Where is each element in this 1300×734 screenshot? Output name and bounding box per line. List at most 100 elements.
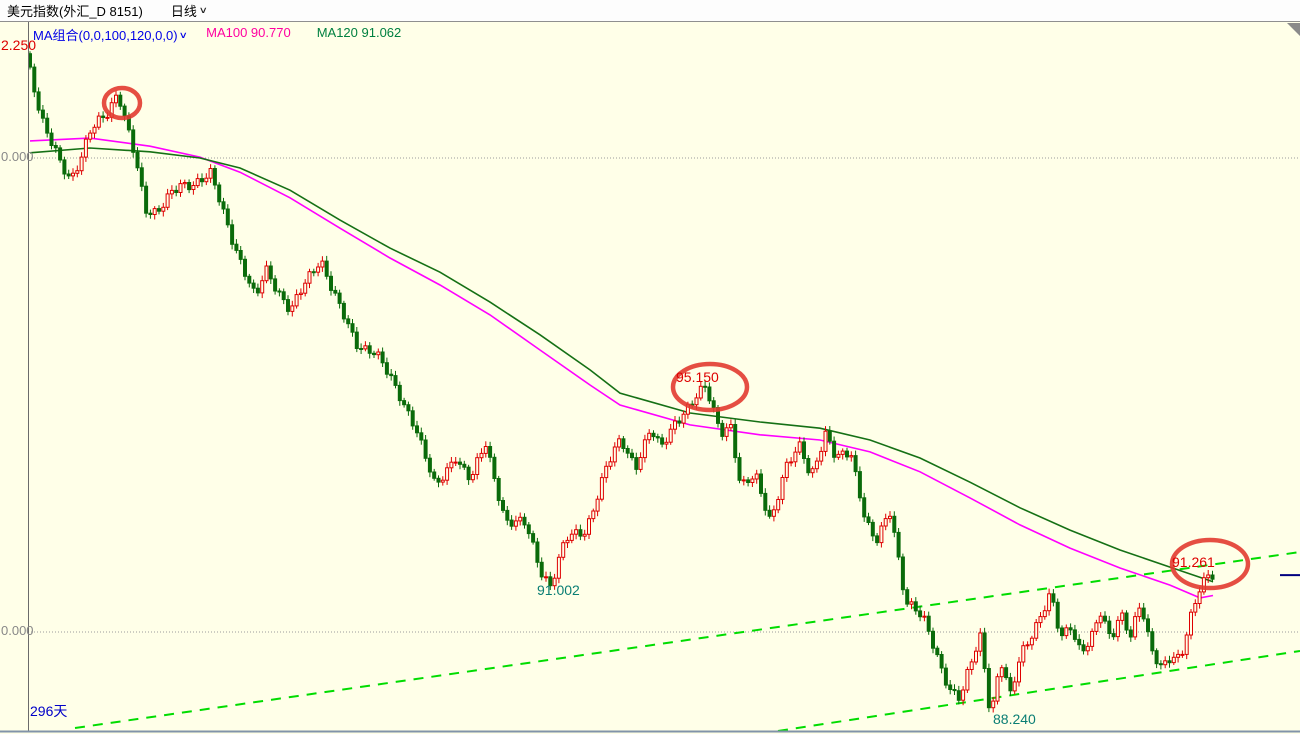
candle-body: [909, 601, 914, 605]
candle-body: [273, 278, 278, 292]
highlight-ellipse[interactable]: [101, 85, 143, 121]
candle-body: [943, 667, 948, 686]
candle-body: [200, 178, 204, 183]
highlight-ellipse[interactable]: [1169, 537, 1251, 591]
candle-body: [311, 271, 316, 274]
candle-body: [896, 531, 901, 558]
candle-body: [182, 182, 187, 185]
candle-body: [470, 474, 475, 481]
candle-body: [660, 437, 665, 445]
candle-body: [397, 384, 402, 402]
candle-body: [45, 117, 50, 134]
candle-body: [1090, 630, 1095, 647]
candle-body: [991, 700, 996, 709]
candle-body: [832, 440, 837, 458]
candle-body: [290, 305, 295, 312]
candle-body: [264, 265, 269, 282]
highlight-ellipse[interactable]: [670, 361, 750, 413]
candle-body: [427, 457, 432, 473]
candle-body: [320, 260, 325, 268]
candle-body: [733, 424, 738, 459]
candle-body: [286, 299, 290, 312]
candle-body: [1206, 574, 1211, 579]
candle-body: [509, 519, 514, 527]
candle-body: [875, 535, 880, 544]
candle-body: [1029, 637, 1034, 646]
candle-body: [707, 386, 712, 402]
corner-fold-icon: [1287, 23, 1300, 36]
candle-body: [1051, 593, 1056, 603]
candle-body: [668, 428, 673, 443]
candle-body: [711, 400, 716, 409]
candle-body: [931, 630, 935, 649]
candle-body: [376, 351, 381, 356]
candle-body: [144, 185, 149, 214]
candle-body: [673, 420, 677, 430]
candle-body: [630, 452, 634, 459]
candle-body: [518, 516, 523, 522]
candle-body: [62, 159, 67, 175]
candle-body: [750, 478, 755, 483]
candle-body: [759, 473, 763, 494]
candle-body: [204, 177, 209, 183]
candle-body: [956, 690, 961, 701]
candle-body: [1154, 650, 1159, 665]
candle-body: [178, 183, 183, 194]
candle-body: [531, 533, 536, 543]
candle-body: [1128, 629, 1133, 638]
candle-body: [316, 266, 321, 273]
candle-body: [118, 94, 123, 107]
candle-body: [96, 115, 101, 128]
candle-body: [1176, 653, 1181, 658]
candle-body: [268, 265, 273, 280]
candle-body: [1210, 574, 1215, 580]
ma120-line: [29, 147, 1214, 583]
candle-body: [638, 457, 643, 470]
candle-body: [1025, 644, 1030, 647]
candle-body: [462, 463, 467, 468]
candle-body: [234, 243, 239, 251]
candle-body: [260, 280, 265, 294]
candle-body: [879, 525, 884, 544]
candle-body: [372, 352, 376, 356]
candle-body: [195, 178, 200, 187]
candle-body: [384, 362, 389, 375]
candle-body: [139, 167, 144, 187]
candle-body: [827, 430, 832, 442]
peak-price-label: 95.150: [676, 369, 719, 385]
candle-body: [122, 105, 127, 117]
candle-body: [728, 424, 733, 429]
candle-body: [157, 208, 161, 212]
candle-body: [36, 91, 41, 111]
candle-body: [1072, 629, 1077, 640]
candle-body: [823, 430, 828, 452]
candle-body: [436, 477, 441, 483]
candle-body: [221, 201, 226, 210]
candle-body: [1055, 601, 1060, 629]
candle-body: [1098, 615, 1103, 624]
candle-body: [892, 515, 897, 533]
candle-body: [561, 542, 566, 558]
candle-body: [647, 432, 652, 441]
candle-body: [1047, 593, 1052, 612]
candle-body: [767, 509, 772, 517]
lower-channel-trendline[interactable]: [777, 650, 1300, 732]
candle-body: [905, 589, 910, 605]
candle-body: [1137, 607, 1142, 618]
candle-body: [255, 287, 260, 294]
candle-body: [1167, 660, 1172, 664]
period-dropdown-icon[interactable]: ∨: [198, 5, 208, 15]
candle-body: [763, 492, 768, 511]
candle-body: [535, 541, 540, 563]
ma-group-dropdown-icon[interactable]: ∨: [178, 30, 188, 40]
candle-body: [922, 615, 927, 618]
candle-body: [1077, 638, 1082, 646]
upper-channel-trendline[interactable]: [74, 551, 1300, 729]
period-selector[interactable]: 日线 ∨: [171, 1, 208, 20]
candle-body: [883, 518, 888, 527]
candle-body: [277, 290, 282, 293]
candle-body: [247, 275, 252, 284]
ma-group-selector[interactable]: MA组合(0,0,100,120,0,0): [33, 28, 178, 43]
candle-body: [862, 497, 867, 518]
